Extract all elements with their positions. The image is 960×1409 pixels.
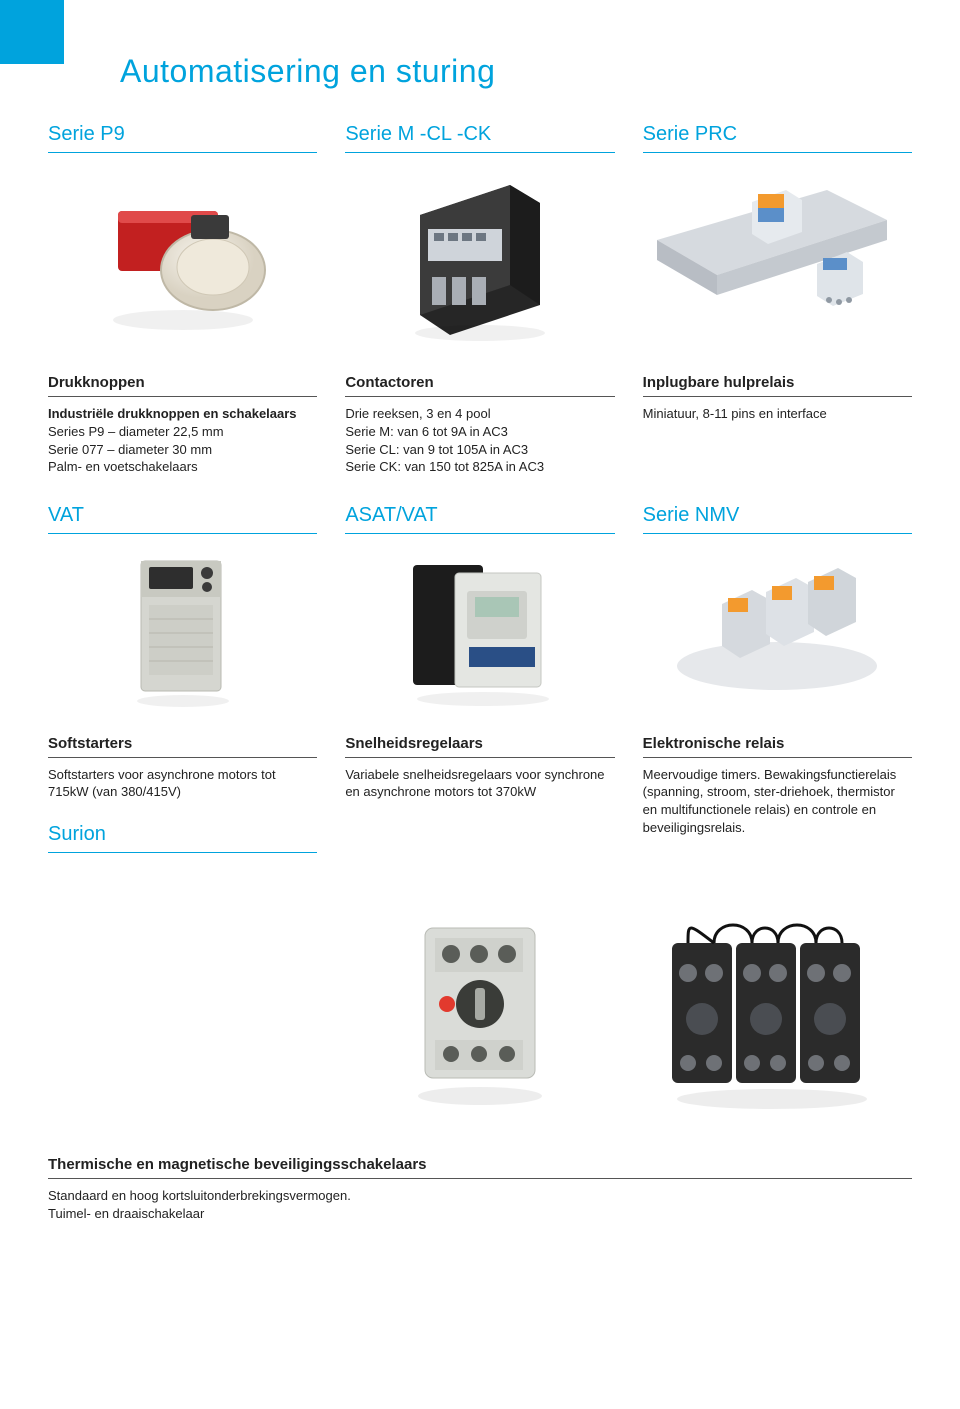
- block-title-softstarters: Softstarters: [48, 734, 317, 758]
- desc-hulprelais: Miniatuur, 8-11 pins en interface: [643, 405, 912, 423]
- series-title-p9: Serie P9: [48, 121, 317, 153]
- series-title-nmv: Serie NMV: [643, 502, 912, 534]
- desc-softstarters: Softstarters voor asynchrone motors tot …: [48, 766, 317, 801]
- series-title-m-cl-ck: Serie M -CL -CK: [345, 121, 614, 153]
- series-title-prc: Serie PRC: [643, 121, 912, 153]
- product-image-surion-breaker: [345, 889, 614, 1129]
- product-image-prc: [643, 165, 912, 355]
- block-title-contactoren: Contactoren: [345, 373, 614, 397]
- desc-snelheidsregelaars: Variabele snelheidsregelaars voor synchr…: [345, 766, 614, 801]
- product-image-nmv: [643, 546, 912, 716]
- desc-thermische: Standaard en hoog kortsluitonderbrekings…: [48, 1187, 912, 1222]
- series-title-surion: Surion: [48, 821, 317, 853]
- product-image-p9: [48, 165, 317, 355]
- product-image-vat: [48, 546, 317, 716]
- block-title-hulprelais: Inplugbare hulprelais: [643, 373, 912, 397]
- block-title-elektronische-relais: Elektronische relais: [643, 734, 912, 758]
- product-image-asat-vat: [345, 546, 614, 716]
- desc-elektronische-relais: Meervoudige timers. Bewakings­functierel…: [643, 766, 912, 836]
- block-title-thermische: Thermische en magnetische beveiligingssc…: [48, 1155, 912, 1179]
- product-image-breaker-assembly: [643, 889, 912, 1129]
- series-title-asat-vat: ASAT/VAT: [345, 502, 614, 534]
- product-image-contactor: [345, 165, 614, 355]
- page-title: Automatisering en sturing: [120, 50, 912, 93]
- desc-drukknoppen: Industriële drukknoppen en schakelaars S…: [48, 405, 317, 475]
- desc-contactoren: Drie reeksen, 3 en 4 pool Serie M: van 6…: [345, 405, 614, 475]
- accent-corner: [0, 0, 64, 64]
- series-title-vat: VAT: [48, 502, 317, 534]
- block-title-snelheidsregelaars: Snelheidsregelaars: [345, 734, 614, 758]
- block-title-drukknoppen: Drukknoppen: [48, 373, 317, 397]
